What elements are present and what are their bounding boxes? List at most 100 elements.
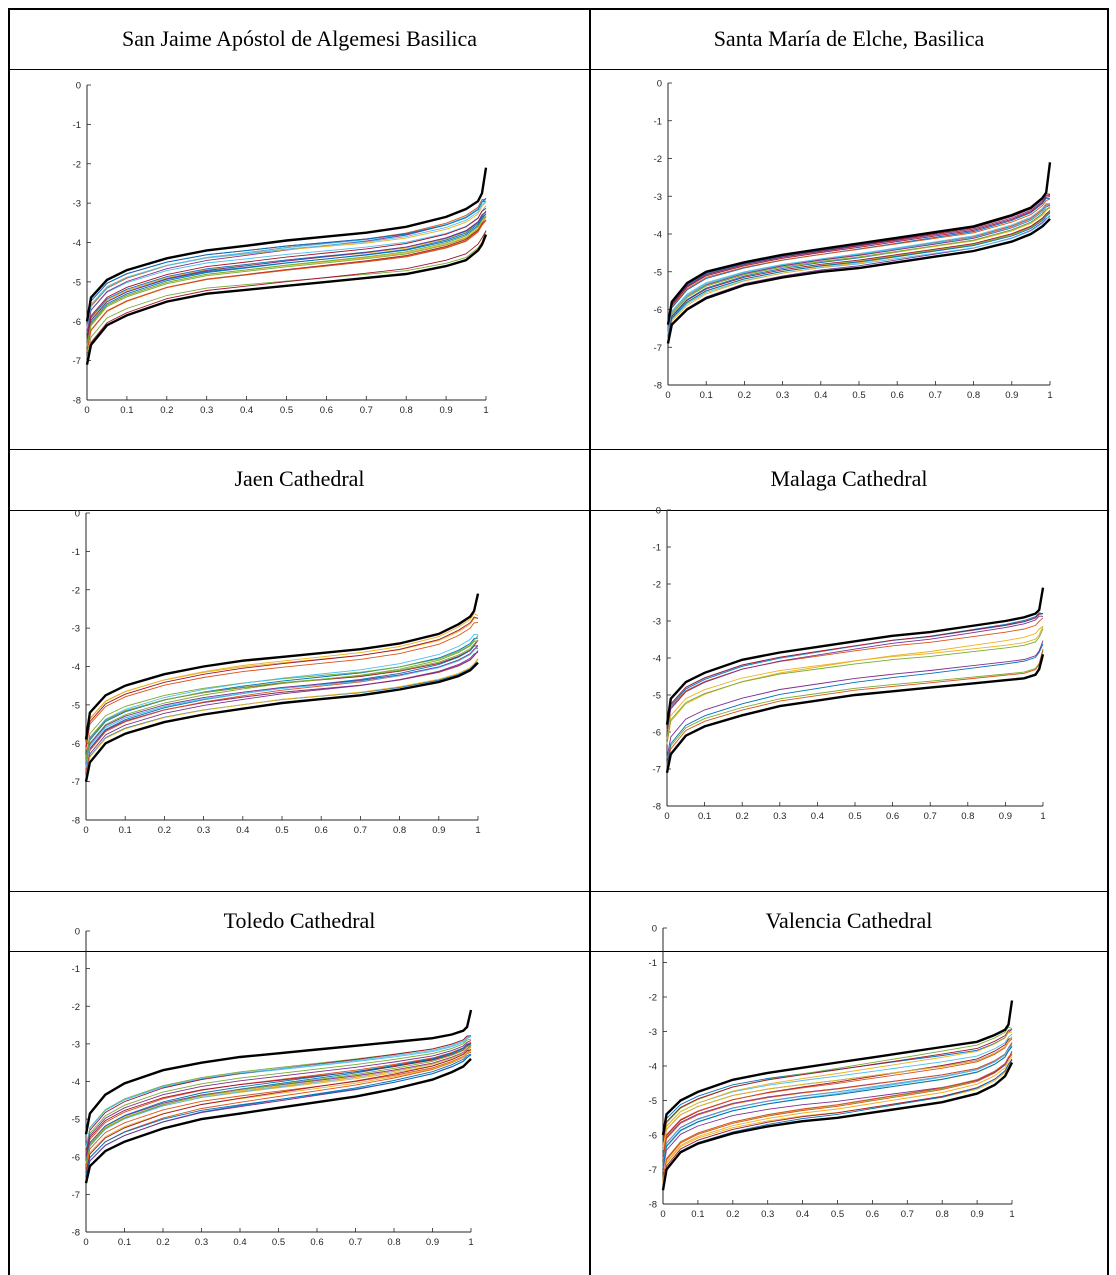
x-tick-label: 0.6 [866, 1209, 879, 1220]
series-line [85, 1045, 472, 1163]
y-tick-label: -3 [654, 192, 662, 203]
y-tick-label: 0 [76, 81, 81, 92]
series-line [666, 617, 1044, 733]
x-tick-label: 0.6 [315, 825, 328, 836]
series-line [667, 202, 1051, 334]
series-line [85, 1042, 472, 1157]
grid-rule [9, 951, 1108, 952]
x-tick-label: 0.7 [354, 825, 367, 836]
series-line [662, 1059, 1013, 1190]
x-tick-label: 0 [84, 405, 89, 416]
envelope-lower-line [665, 654, 1045, 773]
y-tick-label: -2 [73, 159, 81, 170]
x-tick-label: 0.5 [852, 390, 865, 401]
x-tick-label: 0.5 [275, 825, 288, 836]
x-tick-label: 0.6 [891, 390, 904, 401]
y-tick-label: -5 [654, 267, 662, 278]
x-tick-label: 0.4 [236, 825, 249, 836]
grid-rule [9, 449, 1108, 450]
y-tick-label: 0 [652, 924, 657, 935]
x-tick-label: 0.9 [1005, 390, 1018, 401]
x-tick-label: 1 [1009, 1209, 1014, 1220]
y-tick-label: -1 [72, 964, 80, 975]
y-tick-label: -3 [72, 1039, 80, 1050]
series-line [85, 1038, 472, 1153]
x-tick-label: 0.9 [432, 825, 445, 836]
x-tick-label: 0.1 [698, 811, 711, 822]
envelope-lower-line [661, 1061, 1014, 1191]
series-line [662, 1029, 1013, 1143]
series-line [667, 194, 1051, 327]
y-tick-label: -4 [653, 654, 661, 665]
y-tick-label: -8 [73, 396, 81, 407]
series-line [662, 1058, 1013, 1185]
series-line [662, 1053, 1013, 1180]
series-line [666, 640, 1044, 758]
x-tick-label: 0.9 [999, 811, 1012, 822]
x-tick-label: 0.6 [310, 1237, 323, 1248]
y-tick-label: -6 [72, 739, 80, 750]
x-tick-label: 0.8 [393, 825, 406, 836]
y-tick-label: 0 [656, 506, 661, 517]
panel-title: Valencia Cathedral [765, 908, 933, 933]
x-tick-label: 0.9 [426, 1237, 439, 1248]
series-line [86, 213, 487, 345]
grid-divider [589, 8, 591, 1275]
series-line [85, 616, 479, 748]
y-tick-label: -5 [72, 700, 80, 711]
y-tick-label: -3 [73, 199, 81, 210]
y-tick-label: -5 [649, 1096, 657, 1107]
series-line [666, 628, 1044, 743]
x-tick-label: 0.3 [200, 405, 213, 416]
series-line [667, 203, 1051, 333]
y-tick-label: -8 [653, 802, 661, 813]
x-tick-label: 0.8 [936, 1209, 949, 1220]
x-tick-label: 1 [1047, 390, 1052, 401]
y-tick-label: -6 [653, 728, 661, 739]
x-tick-label: 0.6 [886, 811, 899, 822]
grid-rule [9, 510, 1108, 511]
series-line [85, 651, 479, 775]
y-tick-label: 0 [75, 509, 80, 520]
x-tick-label: 0 [83, 1237, 88, 1248]
series-line [85, 1053, 472, 1176]
envelope-lower-line [84, 1058, 472, 1184]
y-tick-label: -1 [653, 543, 661, 554]
x-tick-label: 0.9 [970, 1209, 983, 1220]
series-line [86, 230, 487, 363]
y-tick-label: -5 [73, 277, 81, 288]
y-tick-label: -5 [72, 1115, 80, 1126]
series-line [85, 640, 479, 766]
x-tick-label: 0.7 [924, 811, 937, 822]
series-line [85, 1050, 472, 1171]
series-line [86, 211, 487, 343]
series-line [662, 1044, 1013, 1165]
x-tick-label: 0 [83, 825, 88, 836]
chart-panel: 0 0.1 0.2 0.3 0.4 0.5 0.6 0.7 0.8 0.9 1 0 -1 -2 -3 -4 -5… [72, 927, 474, 1249]
x-tick-label: 0.3 [761, 1209, 774, 1220]
x-tick-label: 0.5 [848, 811, 861, 822]
series-line [86, 208, 487, 338]
x-tick-label: 0.3 [773, 811, 786, 822]
y-tick-label: -8 [649, 1200, 657, 1211]
series-line [85, 644, 479, 767]
x-tick-label: 0.1 [700, 390, 713, 401]
x-tick-label: 0.1 [120, 405, 133, 416]
panel-title: Malaga Cathedral [770, 466, 928, 491]
series-line [85, 633, 479, 761]
x-tick-label: 1 [475, 825, 480, 836]
series-line [662, 1038, 1013, 1156]
series-line [667, 212, 1051, 339]
envelope-upper-line [84, 593, 480, 740]
series-line [86, 197, 487, 325]
series-line [85, 1043, 472, 1162]
y-tick-label: -7 [654, 343, 662, 354]
y-tick-label: -3 [649, 1027, 657, 1038]
series-line [662, 1031, 1013, 1148]
x-tick-label: 0.4 [814, 390, 827, 401]
panel-title: Jaen Cathedral [234, 466, 365, 491]
y-tick-label: -2 [654, 154, 662, 165]
x-tick-label: 0.3 [197, 825, 210, 836]
x-tick-label: 0.5 [831, 1209, 844, 1220]
x-tick-label: 0.1 [118, 1237, 131, 1248]
